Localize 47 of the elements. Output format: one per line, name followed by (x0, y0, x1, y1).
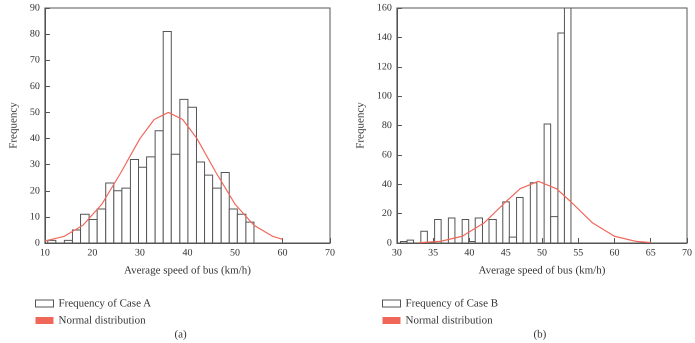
legend-label: Normal distribution (58, 314, 146, 326)
y-tick-label: 80 (382, 120, 392, 131)
y-tick-label: 60 (382, 149, 392, 160)
x-tick-label: 70 (325, 248, 335, 258)
x-tick-label: 50 (536, 248, 547, 258)
y-tick-label: 100 (376, 90, 392, 102)
x-tick-label: 65 (646, 248, 656, 258)
y-tick-label: 20 (30, 185, 40, 196)
y-tick-label: 0 (34, 238, 40, 248)
x-tick-label: 60 (609, 248, 620, 258)
y-tick-label: 120 (376, 61, 392, 72)
y-tick-label: 70 (30, 54, 40, 66)
y-axis-title: Frequency (354, 102, 366, 149)
y-tick-label: 80 (30, 28, 40, 40)
x-tick-label: 35 (428, 248, 438, 258)
x-tick-label: 50 (230, 248, 240, 258)
y-tick-label: 20 (382, 208, 392, 220)
legend-label: Frequency of Case B (406, 298, 498, 310)
x-tick-label: 30 (392, 248, 402, 258)
x-tick-label: 60 (277, 248, 288, 258)
y-tick-label: 50 (30, 106, 40, 118)
legend-label: Normal distribution (406, 314, 494, 326)
y-tick-label: 90 (30, 2, 40, 14)
y-tick-label: 40 (30, 133, 40, 144)
x-tick-label: 20 (87, 248, 98, 258)
y-tick-label: 10 (30, 211, 40, 222)
line-series (44, 112, 284, 242)
text: (a) (174, 328, 188, 340)
y-tick-label: 160 (376, 2, 392, 14)
x-axis-title: Average speed of bus (km/h) (478, 264, 606, 276)
legend-label: Frequency of Case A (58, 298, 152, 310)
y-tick-label: 140 (376, 32, 392, 43)
line-series (418, 180, 652, 244)
text: (b) (534, 328, 547, 340)
x-tick-label: 45 (500, 248, 511, 258)
x-tick-label: 40 (464, 248, 474, 258)
x-tick-label: 55 (573, 248, 584, 258)
y-tick-label: 30 (30, 159, 40, 170)
y-tick-label: 60 (30, 80, 40, 92)
y-axis-title: Frequency (8, 102, 20, 149)
y-tick-label: 40 (382, 178, 392, 190)
x-tick-label: 40 (182, 248, 192, 258)
x-tick-label: 30 (134, 248, 145, 258)
x-tick-label: 70 (682, 248, 692, 258)
x-axis-title: Average speed of bus (km/h) (124, 264, 252, 276)
y-tick-label: 0 (386, 238, 392, 248)
x-tick-label: 10 (40, 248, 50, 258)
